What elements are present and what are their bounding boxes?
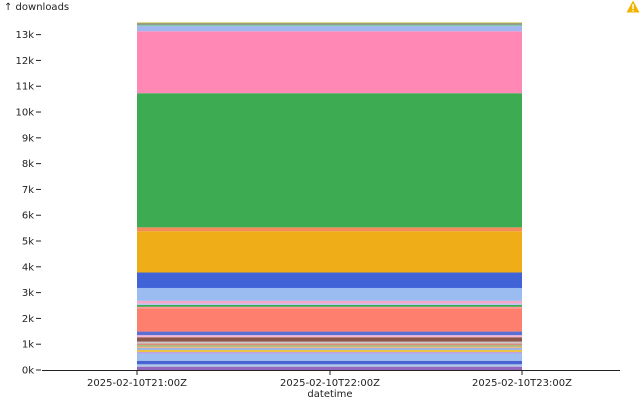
area-band-11 [137, 337, 522, 342]
x-tick-label: 2025-02-10T21:00Z [87, 378, 187, 389]
x-axis: 2025-02-10T21:00Z 2025-02-10T22:00Z 2025-0… [42, 370, 620, 389]
x-axis-title: datetime [307, 389, 352, 400]
y-tick-label: 11k [15, 82, 34, 93]
area-band-23 [137, 93, 522, 228]
area-band-19 [137, 287, 522, 301]
y-tick-label: 0k [22, 366, 34, 377]
area-band-12 [137, 335, 522, 338]
y-tick-label: 4k [22, 262, 34, 273]
area-band-4 [137, 351, 522, 354]
area-band-22 [137, 227, 522, 232]
area-band-21 [137, 231, 522, 273]
area-band-15 [137, 306, 522, 309]
y-tick-label: 5k [22, 237, 34, 248]
area-band-16 [137, 304, 522, 307]
area-band-10 [137, 341, 522, 344]
y-tick-label: 12k [15, 56, 34, 67]
y-axis: 0k 1k 2k 3k 4k 5k 6k 7k 8k 9k 10k 11k 12k 13k [15, 30, 41, 377]
area-band-8 [137, 345, 522, 347]
area-band-2 [137, 360, 522, 365]
y-tick-label: 2k [22, 314, 34, 325]
area-band-20 [137, 272, 522, 288]
area-band-7 [137, 346, 522, 349]
y-tick-label: 9k [22, 133, 34, 144]
area-band-9 [137, 343, 522, 346]
area-series-layer [137, 22, 522, 370]
area-band-0 [137, 366, 522, 370]
x-tick-label: 2025-02-10T22:00Z [280, 378, 380, 389]
area-band-1 [137, 364, 522, 367]
y-tick-label: 7k [22, 185, 34, 196]
area-band-28 [137, 22, 522, 24]
area-band-17 [137, 303, 522, 305]
area-band-27 [137, 23, 522, 25]
y-tick-label: 3k [22, 288, 34, 299]
area-band-25 [137, 26, 522, 32]
y-tick-label: 8k [22, 159, 34, 170]
area-band-5 [137, 349, 522, 352]
area-band-26 [137, 24, 522, 27]
area-band-3 [137, 353, 522, 361]
y-tick-label: 1k [22, 340, 34, 351]
area-band-6 [137, 348, 522, 350]
area-band-14 [137, 308, 522, 332]
x-tick-label: 2025-02-10T23:00Z [472, 378, 572, 389]
y-axis-title: ↑ downloads [4, 2, 69, 13]
y-tick-label: 13k [15, 30, 34, 41]
y-tick-label: 6k [22, 211, 34, 222]
y-tick-label: 10k [15, 108, 34, 119]
area-band-13 [137, 331, 522, 336]
warning-triangle-icon[interactable] [626, 0, 640, 13]
area-band-24 [137, 31, 522, 94]
area-band-18 [137, 300, 522, 304]
